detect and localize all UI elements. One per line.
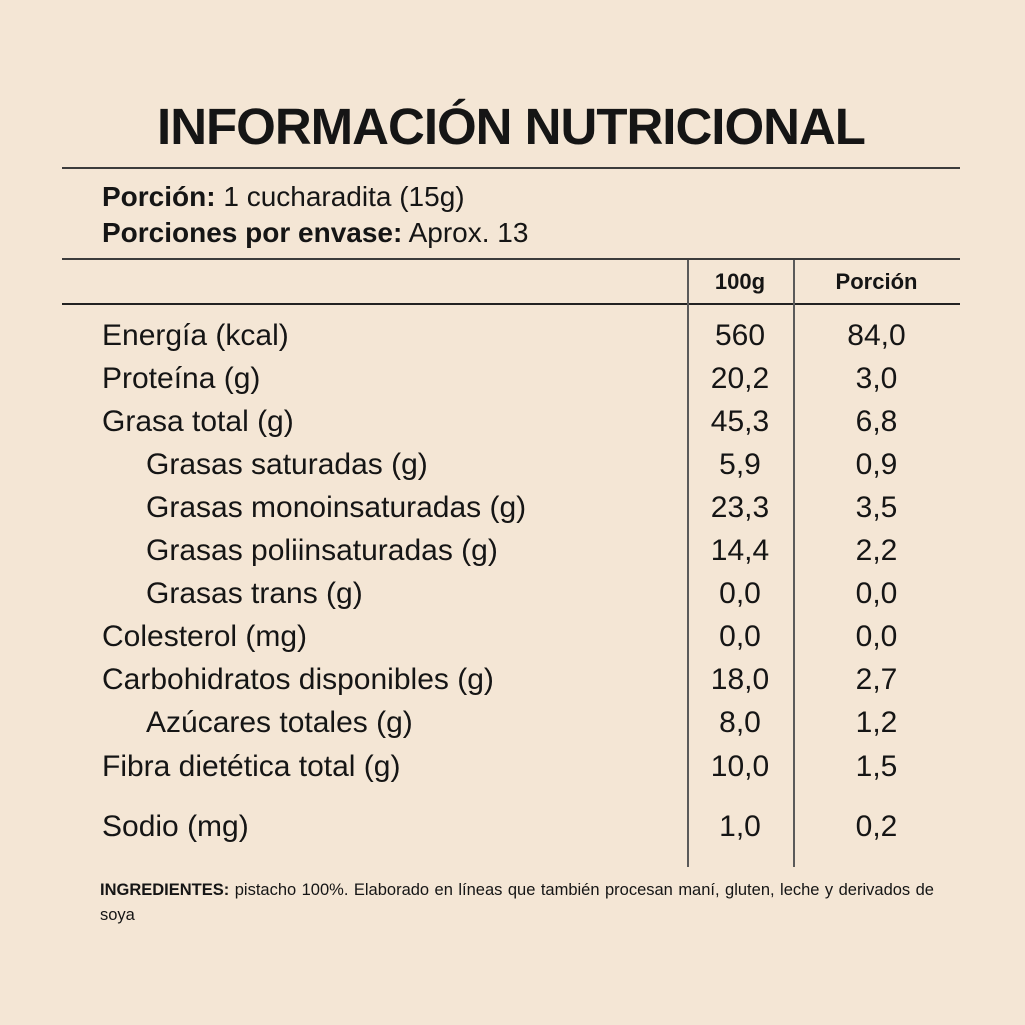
servings-per-container-label: Porciones por envase: [102, 217, 403, 248]
row-value-100g: 560 [714, 318, 766, 352]
row-value-100g: 0,0 [719, 619, 761, 653]
column-divider-1 [687, 260, 689, 867]
column-divider-2 [793, 260, 795, 867]
row-label: Energía (kcal) [102, 318, 289, 352]
row-value-100g: 20,2 [710, 361, 770, 395]
row-value-100g: 1,0 [719, 810, 761, 843]
nutrition-table: 100g Porción Energía (kcal) 560 84,0 Pro… [62, 258, 960, 867]
row-value-100g: 23,3 [710, 490, 770, 524]
row-label: Grasas saturadas (g) [146, 447, 428, 481]
servings-per-container-value: Aprox. 13 [402, 217, 529, 248]
row-value-portion: 3,5 [855, 490, 898, 524]
serving-portion-label: Porción: [102, 181, 216, 212]
row-value-100g: 10,0 [710, 750, 770, 783]
row-value-100g: 5,9 [719, 447, 761, 481]
row-value-portion: 0,0 [855, 619, 898, 653]
serving-portion-value: 1 cucharadita (15g) [215, 181, 465, 212]
row-label: Sodio (mg) [102, 810, 249, 843]
row-value-100g: 18,0 [710, 662, 770, 696]
row-label: Proteína (g) [102, 361, 261, 395]
serving-portion-line: Porción: 1 cucharadita (15g) [102, 179, 960, 215]
table-header-portion: Porción [835, 268, 918, 294]
row-value-portion: 6,8 [855, 404, 898, 438]
row-label: Carbohidratos disponibles (g) [102, 662, 494, 696]
table-body: Energía (kcal) 560 84,0 Proteína (g) 20,… [62, 305, 960, 865]
row-value-100g: 45,3 [710, 404, 770, 438]
row-label: Colesterol (mg) [102, 619, 308, 653]
servings-per-container-line: Porciones por envase: Aprox. 13 [102, 215, 960, 251]
row-label: Grasas trans (g) [146, 576, 363, 610]
row-label: Grasas monoinsaturadas (g) [146, 490, 527, 524]
row-value-portion: 3,0 [855, 361, 898, 395]
table-row: Colesterol (mg) 0,0 0,0 [62, 615, 960, 658]
row-value-portion: 0,2 [855, 810, 898, 843]
row-label: Grasas poliinsaturadas (g) [146, 533, 498, 567]
table-row: Energía (kcal) 560 84,0 [62, 314, 960, 357]
table-row: Grasas saturadas (g) 5,9 0,9 [62, 443, 960, 486]
table-row: Grasa total (g) 45,3 6,8 [62, 400, 960, 443]
row-label: Fibra dietética total (g) [102, 750, 401, 783]
ingredients-text: INGREDIENTES: pistacho 100%. Elaborado e… [62, 878, 960, 928]
row-value-portion: 0,9 [855, 447, 898, 481]
row-label: Grasa total (g) [102, 404, 294, 438]
table-header-100g: 100g [714, 268, 766, 294]
ingredients-label: INGREDIENTES: [100, 881, 230, 899]
serving-info: Porción: 1 cucharadita (15g) Porciones p… [62, 169, 960, 258]
row-value-portion: 2,2 [855, 533, 898, 567]
ingredients-body: pistacho 100%. Elaborado en líneas que t… [100, 881, 934, 924]
row-value-portion: 2,7 [855, 662, 898, 696]
table-row: Grasas trans (g) 0,0 0,0 [62, 572, 960, 615]
page-title: INFORMACIÓN NUTRICIONAL [62, 0, 960, 169]
table-row: Sodio (mg) 1,0 0,2 [62, 804, 960, 850]
table-row: Fibra dietética total (g) 10,0 1,5 [62, 744, 960, 790]
row-value-100g: 14,4 [710, 533, 770, 567]
row-label: Azúcares totales (g) [146, 705, 413, 739]
row-value-portion: 1,5 [855, 750, 898, 783]
table-row: Proteína (g) 20,2 3,0 [62, 357, 960, 400]
row-value-portion: 84,0 [847, 318, 906, 352]
table-row: Grasas poliinsaturadas (g) 14,4 2,2 [62, 529, 960, 572]
row-value-100g: 0,0 [719, 576, 761, 610]
label-content: INFORMACIÓN NUTRICIONAL Porción: 1 cucha… [62, 0, 960, 928]
table-header-row: 100g Porción [62, 260, 960, 305]
row-value-portion: 0,0 [855, 576, 898, 610]
row-value-portion: 1,2 [855, 705, 898, 739]
table-row: Grasas monoinsaturadas (g) 23,3 3,5 [62, 486, 960, 529]
table-row: Azúcares totales (g) 8,0 1,2 [62, 701, 960, 744]
table-row: Carbohidratos disponibles (g) 18,0 2,7 [62, 658, 960, 701]
row-value-100g: 8,0 [719, 705, 761, 739]
